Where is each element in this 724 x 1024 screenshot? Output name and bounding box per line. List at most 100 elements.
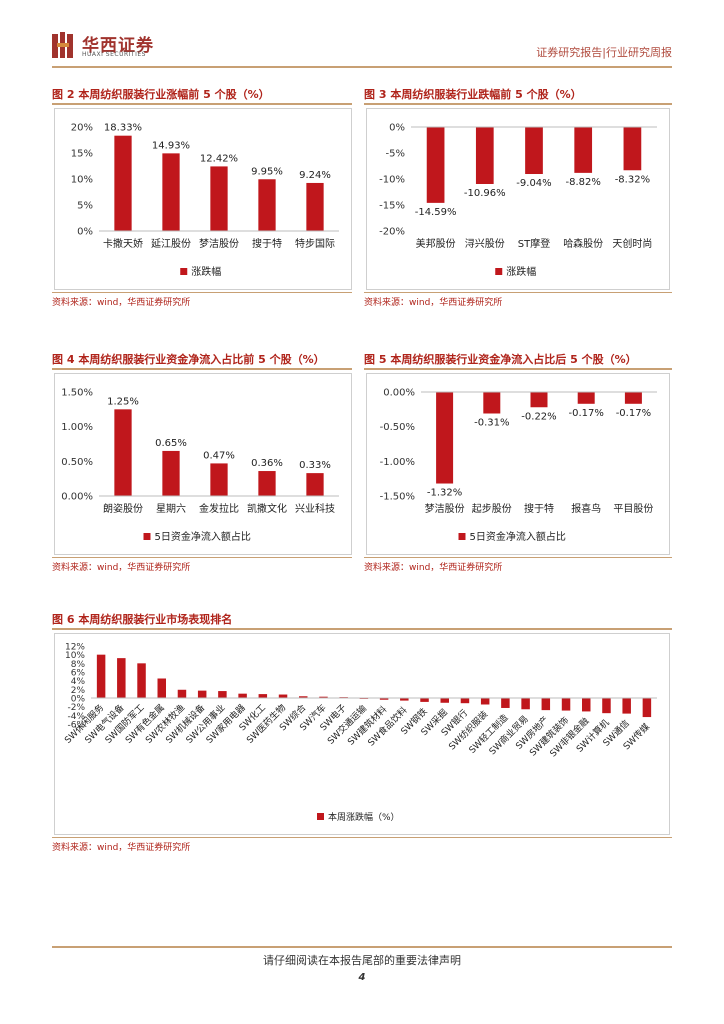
y-tick-label: 0% bbox=[77, 227, 93, 238]
bar bbox=[400, 698, 409, 701]
fig6-title: 图 6 本周纺织服装行业市场表现排名 bbox=[52, 613, 233, 626]
bar bbox=[162, 153, 180, 231]
x-tick-label: 哈森股份 bbox=[563, 237, 603, 250]
bar bbox=[137, 663, 146, 698]
y-tick-label: 0.00% bbox=[61, 492, 93, 503]
data-label: 18.33% bbox=[104, 123, 142, 134]
y-tick-label: 4% bbox=[71, 677, 86, 687]
fig2-source: 资料来源：wind，华西证券研究所 bbox=[52, 298, 191, 308]
y-tick-label: 15% bbox=[71, 149, 93, 160]
bar bbox=[525, 127, 543, 175]
x-tick-label: 金发拉比 bbox=[199, 502, 239, 515]
data-label: -14.59% bbox=[415, 207, 457, 218]
y-tick-label: 1.00% bbox=[61, 422, 93, 433]
bar bbox=[483, 392, 501, 414]
data-label: 9.95% bbox=[251, 166, 283, 177]
bar bbox=[114, 409, 132, 496]
x-tick-label: 浔兴股份 bbox=[465, 237, 505, 250]
bar bbox=[299, 696, 308, 698]
fig3-title-rule bbox=[364, 103, 672, 105]
bar bbox=[238, 693, 247, 698]
data-label: 0.36% bbox=[251, 458, 283, 469]
data-label: 0.33% bbox=[299, 460, 331, 471]
y-tick-label: -2% bbox=[67, 703, 85, 713]
x-tick-label: 朗姿股份 bbox=[103, 502, 143, 515]
x-tick-label: 天创时尚 bbox=[612, 237, 652, 250]
data-label: -1.32% bbox=[427, 488, 462, 499]
y-tick-label: 10% bbox=[71, 175, 93, 186]
bar bbox=[319, 696, 328, 698]
report-type: 证券研究报告|行业研究周报 bbox=[536, 46, 672, 59]
fig2-chart: 20% 15% 10% 5% 0% 18.33% 卡撒天娇 14.93% 延江股份 12.42% 梦… bbox=[54, 108, 352, 290]
fig4-chart: 1.50% 1.00% 0.50% 0.00% 1.25% 朗姿股份 0.65% 星期六 0.4… bbox=[54, 373, 352, 555]
fig2-title-rule bbox=[52, 103, 352, 105]
y-tick-label: -15% bbox=[379, 201, 405, 212]
bar bbox=[582, 698, 591, 712]
header-divider bbox=[52, 66, 672, 68]
x-tick-label: 卡撒天娇 bbox=[103, 237, 143, 250]
y-tick-label: 5% bbox=[77, 201, 93, 212]
y-tick-label: -0.50% bbox=[380, 422, 415, 433]
x-tick-label: 梦洁股份 bbox=[425, 502, 465, 515]
legend-swatch bbox=[458, 533, 466, 540]
bar bbox=[561, 698, 571, 711]
company-name-en: HUAXI SECURITIES bbox=[82, 51, 146, 58]
bar bbox=[574, 127, 593, 173]
bar bbox=[624, 392, 642, 404]
y-tick-label: 2% bbox=[71, 686, 86, 696]
y-tick-label: 0.50% bbox=[61, 457, 93, 468]
fig2-title: 图 2 本周纺织服装行业涨幅前 5 个股（%） bbox=[52, 88, 270, 101]
x-tick-label: 特步国际 bbox=[295, 238, 335, 250]
y-tick-label: 1.50% bbox=[61, 388, 93, 399]
legend-label: 涨跌幅 bbox=[506, 265, 536, 278]
y-tick-label: 6% bbox=[71, 669, 86, 679]
data-label: 0.47% bbox=[203, 450, 235, 461]
company-logo-icon bbox=[52, 32, 73, 58]
bar bbox=[177, 689, 187, 698]
fig6-title-rule bbox=[52, 628, 672, 630]
x-tick-label: 美邦股份 bbox=[416, 237, 456, 250]
x-tick-label: ST摩登 bbox=[518, 237, 550, 250]
x-tick-label: 搜于特 bbox=[252, 237, 282, 250]
bar bbox=[623, 127, 642, 171]
data-label: 9.24% bbox=[299, 170, 331, 181]
bar bbox=[210, 166, 228, 231]
data-label: -0.22% bbox=[521, 411, 556, 422]
fig5-source-rule bbox=[364, 557, 672, 558]
y-tick-label: 12% bbox=[65, 643, 85, 653]
bar bbox=[521, 698, 530, 710]
y-tick-label: -1.50% bbox=[380, 492, 415, 503]
data-label: -0.31% bbox=[474, 417, 509, 428]
y-tick-label: 10% bbox=[65, 651, 85, 661]
bar bbox=[501, 698, 510, 708]
bar bbox=[114, 135, 132, 231]
x-tick-label: 延江股份 bbox=[151, 238, 191, 250]
legend-swatch bbox=[180, 268, 188, 275]
x-tick-label: 凯撒文化 bbox=[247, 502, 287, 515]
bar bbox=[258, 179, 276, 231]
y-tick-label: -1.00% bbox=[380, 457, 415, 468]
x-tick-label: 起步股份 bbox=[472, 503, 512, 515]
footer-disclaimer: 请仔细阅读在本报告尾部的重要法律声明 bbox=[263, 954, 461, 967]
y-tick-label: 8% bbox=[71, 660, 86, 670]
fig4-title-rule bbox=[52, 368, 352, 370]
bar bbox=[258, 471, 276, 496]
data-label: -9.04% bbox=[516, 178, 551, 189]
fig5-title-rule bbox=[364, 368, 672, 370]
bar bbox=[460, 698, 470, 704]
data-label: -0.17% bbox=[616, 408, 651, 419]
bar bbox=[278, 694, 288, 698]
fig5-title: 图 5 本周纺织服装行业资金净流入占比后 5 个股（%） bbox=[364, 353, 637, 366]
fig4-source-rule bbox=[52, 557, 352, 558]
data-label: 12.42% bbox=[200, 153, 238, 164]
bar bbox=[420, 698, 429, 702]
y-tick-label: -5% bbox=[386, 149, 405, 160]
bar bbox=[436, 392, 454, 484]
bar bbox=[480, 698, 490, 705]
data-label: -0.17% bbox=[569, 408, 604, 419]
y-tick-label: 20% bbox=[71, 123, 93, 134]
bar bbox=[642, 698, 652, 718]
data-label: -8.32% bbox=[615, 174, 650, 185]
legend-label: 5日资金净流入额占比 bbox=[470, 530, 566, 543]
bar bbox=[258, 694, 268, 698]
